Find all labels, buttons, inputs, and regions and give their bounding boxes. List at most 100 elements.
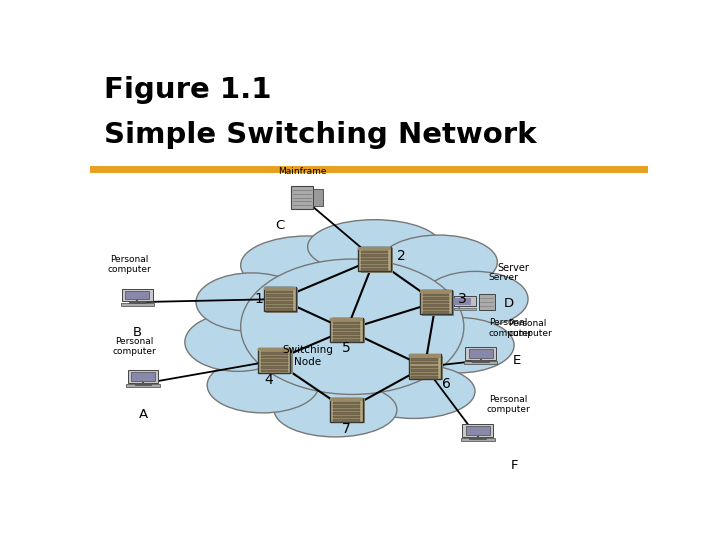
FancyBboxPatch shape <box>333 318 360 321</box>
FancyBboxPatch shape <box>266 291 293 293</box>
FancyBboxPatch shape <box>411 373 438 375</box>
Text: A: A <box>138 408 148 421</box>
FancyBboxPatch shape <box>266 294 293 297</box>
FancyBboxPatch shape <box>411 362 438 364</box>
FancyBboxPatch shape <box>333 398 360 401</box>
FancyBboxPatch shape <box>423 298 449 300</box>
FancyBboxPatch shape <box>333 402 360 404</box>
FancyBboxPatch shape <box>411 359 438 361</box>
FancyBboxPatch shape <box>411 355 438 357</box>
FancyBboxPatch shape <box>333 336 360 338</box>
FancyBboxPatch shape <box>330 318 363 321</box>
FancyBboxPatch shape <box>333 405 360 408</box>
FancyBboxPatch shape <box>261 370 287 373</box>
Text: F: F <box>510 458 518 472</box>
FancyBboxPatch shape <box>361 248 393 273</box>
Ellipse shape <box>380 235 498 289</box>
FancyBboxPatch shape <box>261 367 287 369</box>
FancyBboxPatch shape <box>264 287 296 312</box>
Text: 4: 4 <box>264 373 273 387</box>
FancyBboxPatch shape <box>361 268 388 271</box>
FancyBboxPatch shape <box>125 291 150 299</box>
FancyBboxPatch shape <box>409 354 441 357</box>
FancyBboxPatch shape <box>411 366 438 368</box>
Ellipse shape <box>240 236 374 294</box>
Text: Server: Server <box>488 273 518 282</box>
FancyBboxPatch shape <box>127 370 158 383</box>
FancyBboxPatch shape <box>261 356 287 359</box>
Text: 2: 2 <box>397 249 406 263</box>
Text: Personal
computer: Personal computer <box>107 255 151 274</box>
FancyBboxPatch shape <box>333 339 360 342</box>
Ellipse shape <box>422 272 528 327</box>
FancyBboxPatch shape <box>409 354 441 379</box>
FancyBboxPatch shape <box>333 321 360 324</box>
FancyBboxPatch shape <box>423 305 449 307</box>
FancyBboxPatch shape <box>258 348 290 352</box>
Text: Figure 1.1: Figure 1.1 <box>104 76 271 104</box>
FancyBboxPatch shape <box>330 397 363 422</box>
FancyBboxPatch shape <box>411 356 444 380</box>
FancyBboxPatch shape <box>454 296 476 306</box>
FancyBboxPatch shape <box>266 308 293 311</box>
FancyBboxPatch shape <box>469 349 492 357</box>
FancyBboxPatch shape <box>422 291 454 316</box>
FancyBboxPatch shape <box>359 247 391 250</box>
Text: 3: 3 <box>459 292 467 306</box>
FancyBboxPatch shape <box>361 261 388 264</box>
FancyBboxPatch shape <box>261 363 287 366</box>
Ellipse shape <box>307 220 441 274</box>
FancyBboxPatch shape <box>131 372 155 381</box>
FancyBboxPatch shape <box>333 399 365 423</box>
Text: Simple Switching Network: Simple Switching Network <box>104 121 536 149</box>
Text: 6: 6 <box>441 377 451 390</box>
FancyBboxPatch shape <box>330 318 363 342</box>
FancyBboxPatch shape <box>465 347 496 360</box>
FancyBboxPatch shape <box>454 308 476 309</box>
FancyBboxPatch shape <box>261 352 287 355</box>
Text: C: C <box>275 219 284 232</box>
FancyBboxPatch shape <box>266 287 293 290</box>
Text: Personal
computer: Personal computer <box>487 395 531 414</box>
FancyBboxPatch shape <box>361 247 388 249</box>
FancyBboxPatch shape <box>423 294 449 296</box>
Text: Mainframe: Mainframe <box>278 167 326 176</box>
FancyBboxPatch shape <box>361 265 388 267</box>
FancyBboxPatch shape <box>359 247 391 272</box>
Text: Personal
computer: Personal computer <box>113 336 156 356</box>
Ellipse shape <box>207 357 319 413</box>
FancyBboxPatch shape <box>333 416 360 418</box>
FancyBboxPatch shape <box>361 251 388 253</box>
FancyBboxPatch shape <box>479 294 495 310</box>
FancyBboxPatch shape <box>333 319 365 343</box>
FancyBboxPatch shape <box>261 359 287 362</box>
Text: 5: 5 <box>342 341 351 355</box>
FancyBboxPatch shape <box>461 438 495 441</box>
FancyBboxPatch shape <box>291 186 313 208</box>
FancyBboxPatch shape <box>313 188 323 206</box>
Ellipse shape <box>240 259 464 394</box>
Ellipse shape <box>402 318 514 373</box>
FancyBboxPatch shape <box>462 424 493 437</box>
FancyBboxPatch shape <box>423 308 449 310</box>
FancyBboxPatch shape <box>361 258 388 260</box>
Text: D: D <box>503 297 513 310</box>
FancyBboxPatch shape <box>260 349 292 374</box>
FancyBboxPatch shape <box>266 305 293 307</box>
Text: B: B <box>133 326 142 340</box>
FancyBboxPatch shape <box>333 419 360 422</box>
Text: Server: Server <box>498 264 529 273</box>
Text: 7: 7 <box>342 422 351 436</box>
FancyBboxPatch shape <box>126 384 160 387</box>
Ellipse shape <box>185 313 291 372</box>
FancyBboxPatch shape <box>264 287 296 290</box>
FancyBboxPatch shape <box>420 290 452 293</box>
FancyBboxPatch shape <box>261 349 287 352</box>
Text: Personal
computer: Personal computer <box>508 319 552 339</box>
Ellipse shape <box>274 383 397 437</box>
FancyBboxPatch shape <box>266 301 293 304</box>
FancyBboxPatch shape <box>266 298 293 300</box>
FancyBboxPatch shape <box>411 376 438 379</box>
FancyBboxPatch shape <box>121 303 154 306</box>
Text: Personal
computer: Personal computer <box>489 318 533 338</box>
